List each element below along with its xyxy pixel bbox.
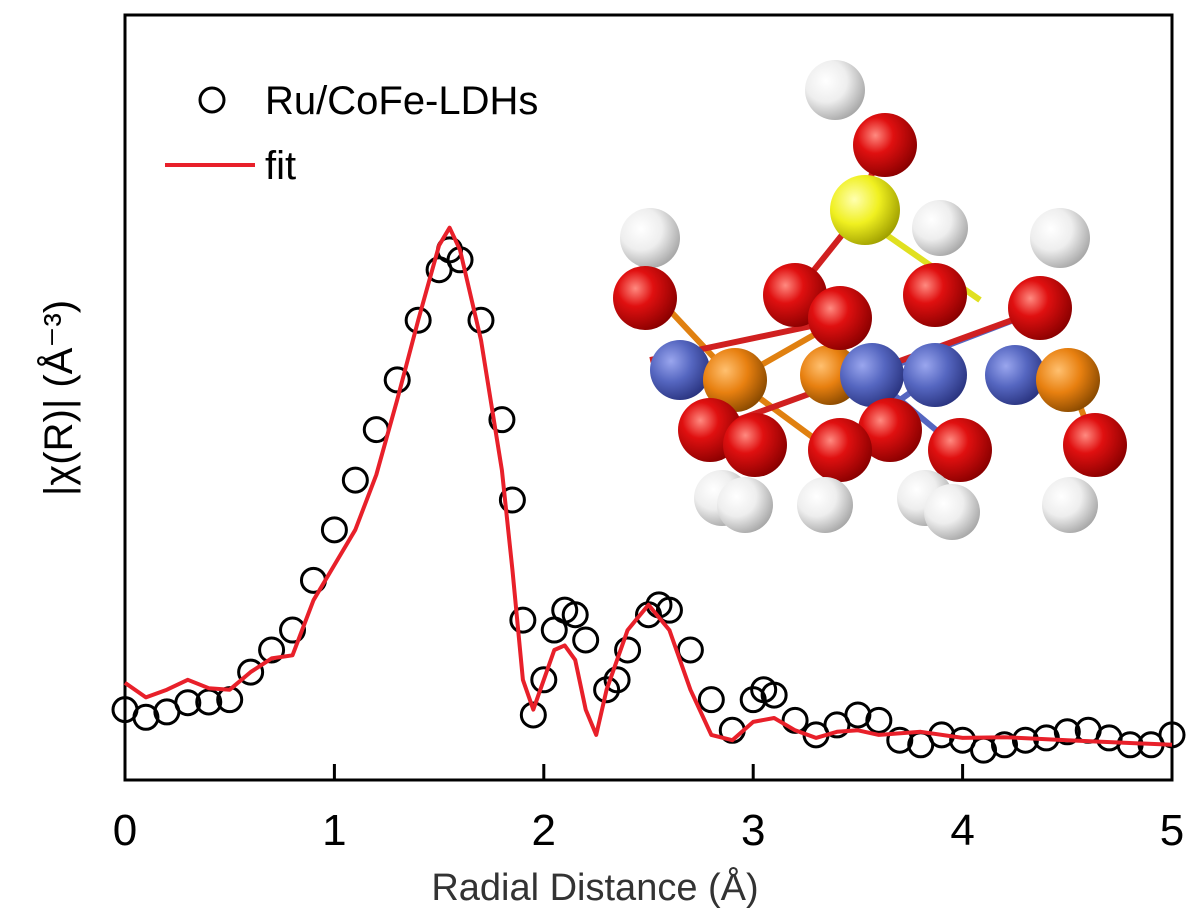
- legend-marker: [198, 86, 226, 114]
- data-point: [174, 689, 202, 717]
- data-point: [498, 486, 526, 514]
- legend-label: fit: [265, 144, 296, 188]
- y-axis-label: |χ(R)| (Å⁻³): [36, 300, 81, 496]
- data-point: [990, 731, 1018, 759]
- data-point: [404, 306, 432, 334]
- data-point: [341, 466, 369, 494]
- fit-line: [123, 225, 1173, 747]
- data-point: [258, 636, 286, 664]
- data-point: [886, 726, 914, 754]
- data-point: [488, 406, 516, 434]
- x-tick-label: 2: [532, 806, 556, 855]
- data-point: [572, 626, 600, 654]
- data-point: [320, 516, 348, 544]
- x-tick-label: 1: [322, 806, 346, 855]
- data-point: [676, 636, 704, 664]
- data-point: [655, 596, 683, 624]
- x-tick-label: 5: [1160, 806, 1184, 855]
- data-point: [1158, 721, 1186, 749]
- x-tick-label: 0: [113, 806, 137, 855]
- data-point: [697, 686, 725, 714]
- x-axis-label: Radial Distance (Å): [431, 865, 758, 909]
- data-point: [530, 666, 558, 694]
- data-point: [603, 666, 631, 694]
- data-point: [865, 706, 893, 734]
- legend-label: Ru/CoFe-LDHs: [265, 79, 538, 123]
- plot-frame: [123, 13, 1174, 782]
- data-point: [519, 701, 547, 729]
- data-point: [844, 701, 872, 729]
- data-point: [760, 681, 788, 709]
- data-point: [132, 703, 160, 731]
- structure-inset: [613, 60, 1127, 540]
- data-point: [509, 606, 537, 634]
- x-tick-label: 4: [950, 806, 974, 855]
- data-point: [279, 616, 307, 644]
- data-point: [237, 658, 265, 686]
- data-point: [561, 601, 589, 629]
- data-point: [614, 636, 642, 664]
- x-tick-label: 3: [741, 806, 765, 855]
- data-point: [1053, 718, 1081, 746]
